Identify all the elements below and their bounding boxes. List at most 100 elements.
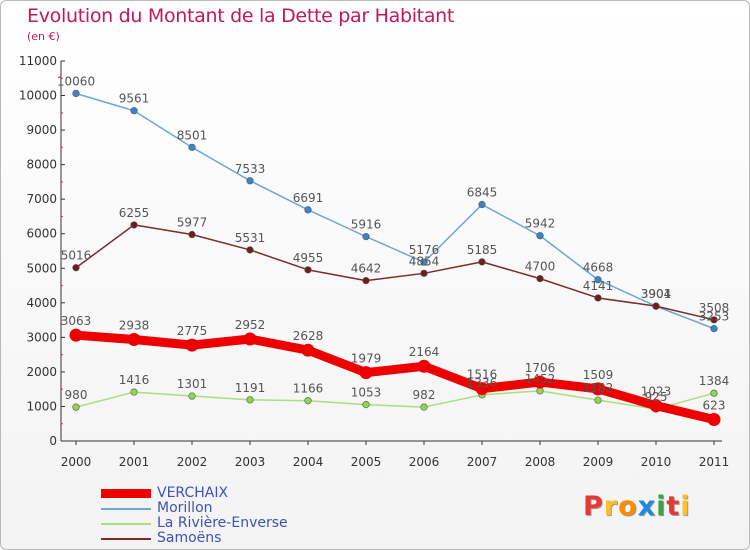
data-point-la-riviere-enverse [72,403,80,411]
x-tick-label: 2007 [467,455,498,469]
data-point-samoens [478,258,486,266]
legend-item-samoens[interactable]: Samoëns [101,531,288,546]
data-label-verchaix: 1509 [583,368,614,382]
data-point-verchaix [707,412,721,426]
y-tick-label: 9000 [26,123,57,137]
data-label-samoens: 6255 [119,206,150,220]
data-label-verchaix: 2628 [293,329,324,343]
x-tick-label: 2004 [293,455,324,469]
data-point-verchaix [243,332,257,346]
legend-swatch [101,522,151,525]
data-label-la-riviere-enverse: 1053 [351,386,382,400]
data-point-samoens [710,316,718,324]
data-point-verchaix [69,328,83,342]
data-point-la-riviere-enverse [130,388,138,396]
data-label-morillon: 5176 [409,243,440,257]
data-label-morillon: 3253 [699,310,730,324]
y-tick-label: 10000 [19,89,57,103]
data-label-verchaix: 1979 [351,352,382,366]
data-label-samoens: 3904 [641,287,672,301]
legend: VERCHAIX Morillon La Rivière-Enverse Sam… [101,486,288,546]
data-point-la-riviere-enverse [304,397,312,405]
y-tick-label: 11000 [19,54,57,68]
legend-swatch [101,489,151,498]
data-label-morillon: 3901 [641,287,672,301]
chart-subtitle: (en €) [27,30,60,43]
data-label-la-riviere-enverse: 925 [645,390,668,404]
y-tick-label: 6000 [26,227,57,241]
data-point-samoens [188,230,196,239]
logo-letter: P [583,491,604,522]
data-point-samoens [362,277,370,285]
data-label-samoens: 5016 [61,249,92,263]
data-label-morillon: 4668 [583,261,614,275]
data-point-morillon [710,325,718,333]
data-point-la-riviere-enverse [362,401,370,409]
data-point-samoens [304,266,312,274]
legend-item-morillon[interactable]: Morillon [101,501,288,516]
data-label-samoens: 4955 [293,251,324,265]
data-label-verchaix: 3063 [61,314,92,328]
data-label-verchaix: 2938 [119,319,150,333]
data-label-la-riviere-enverse: 1384 [699,374,730,388]
y-tick-label: 7000 [26,192,57,206]
x-tick-label: 2000 [61,455,92,469]
data-point-morillon [362,233,370,241]
data-point-morillon [246,177,254,185]
x-tick-label: 2002 [177,455,208,469]
series-line-verchaix [75,330,716,424]
data-point-verchaix [127,333,141,347]
data-point-morillon [478,200,486,209]
data-label-samoens: 4141 [583,279,614,293]
data-label-la-riviere-enverse: 1416 [119,373,150,387]
data-label-morillon: 5916 [351,218,382,232]
data-label-la-riviere-enverse: 1452 [525,372,556,386]
data-label-verchaix: 2952 [235,318,266,332]
y-tick-label: 8000 [26,158,57,172]
data-point-morillon [188,143,196,151]
y-tick-label: 1000 [26,399,57,413]
y-tick-label: 4000 [26,296,57,310]
x-tick-label: 2005 [351,455,382,469]
logo-letter: x [637,491,657,522]
data-label-samoens: 4854 [409,254,440,268]
logo-letter: t [666,491,681,522]
data-label-verchaix: 2164 [409,345,440,359]
series-line-la-riviere-enverse [75,390,715,410]
data-label-la-riviere-enverse: 1191 [235,381,266,395]
proxiti-logo: Proxiti [583,491,691,522]
data-point-samoens [652,302,660,310]
data-label-la-riviere-enverse: 1336 [467,376,498,390]
data-point-verchaix [533,375,547,389]
data-label-morillon: 6845 [467,186,498,200]
y-tick-label: 0 [49,434,57,448]
data-point-la-riviere-enverse [710,389,718,397]
data-point-samoens [72,264,80,272]
data-label-la-riviere-enverse: 982 [413,388,436,402]
logo-letter: o [618,491,638,522]
data-label-samoens: 5977 [177,216,208,230]
data-point-verchaix [591,382,605,396]
data-label-samoens: 3508 [699,301,730,315]
data-point-verchaix [359,366,373,380]
data-label-verchaix: 2775 [177,324,208,338]
data-label-morillon: 6691 [293,191,324,205]
legend-item-verchaix[interactable]: VERCHAIX [101,486,288,501]
data-label-verchaix: 1023 [641,385,672,399]
legend-label: VERCHAIX [157,485,229,501]
data-point-morillon [420,258,428,266]
data-point-samoens [420,269,428,277]
data-label-morillon: 5942 [525,217,556,231]
legend-item-la-riviere-enverse[interactable]: La Rivière-Enverse [101,516,288,531]
logo-letter: i [656,491,667,522]
data-label-samoens: 5185 [467,243,498,257]
data-label-morillon: 7533 [235,162,266,176]
legend-swatch [101,507,151,510]
data-point-la-riviere-enverse [188,392,196,400]
data-point-verchaix [649,399,663,413]
data-point-verchaix [185,338,199,352]
data-label-la-riviere-enverse: 1182 [583,381,614,395]
series-line-samoens [75,224,715,321]
